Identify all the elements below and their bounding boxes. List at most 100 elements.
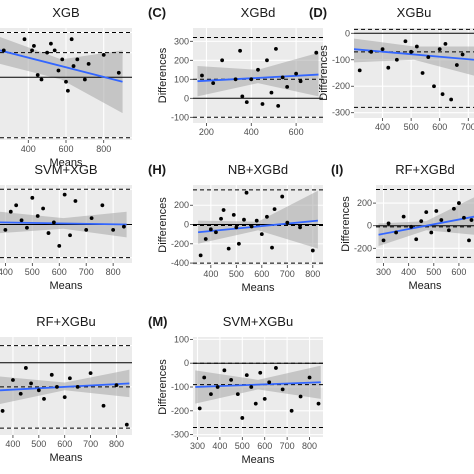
data-point — [249, 224, 254, 229]
data-point — [116, 70, 121, 75]
data-point — [270, 245, 274, 250]
panel-tag: (D) — [309, 5, 327, 20]
x-tick-label: 400 — [244, 127, 259, 137]
trend-line — [0, 49, 123, 83]
y-tick-label: -300 — [332, 108, 350, 118]
x-axis-label: Means — [408, 280, 442, 292]
y-tick-label: -100 — [171, 112, 189, 122]
data-point — [462, 215, 466, 220]
data-point — [386, 65, 391, 70]
x-tick-label: 600 — [432, 122, 447, 132]
data-point — [443, 41, 448, 46]
panel-3: 400 500 600 700 -300 -200 -100 0 XGBu (D) Differen… — [309, 5, 474, 132]
data-point — [265, 58, 269, 63]
data-point — [280, 387, 285, 392]
trend-line — [354, 48, 474, 61]
data-point — [219, 216, 223, 221]
confidence-band — [354, 38, 474, 76]
data-point — [203, 237, 208, 241]
panel-title: XGBd — [241, 5, 276, 20]
x-tick-label: 700 — [83, 439, 98, 449]
data-point — [386, 221, 391, 226]
data-point — [73, 199, 78, 203]
data-point — [65, 88, 70, 93]
data-point — [198, 253, 203, 258]
data-point — [233, 77, 238, 82]
data-point — [22, 37, 27, 42]
y-tick-label: -200 — [171, 239, 189, 249]
data-point — [254, 218, 259, 223]
data-point — [200, 73, 204, 78]
y-tick-label: 200 — [357, 198, 372, 208]
data-point — [401, 214, 406, 219]
y-tick-label: 200 — [174, 55, 189, 65]
data-point — [439, 218, 444, 222]
x-tick-label: 500 — [426, 267, 441, 277]
data-point — [244, 100, 249, 104]
trend-line — [0, 221, 127, 226]
x-tick-label: 400 — [375, 122, 390, 132]
data-point — [197, 406, 202, 411]
x-tick-label: 500 — [235, 441, 250, 451]
x-tick-label: 600 — [58, 144, 73, 154]
y-axis-label: Differences — [157, 359, 169, 415]
panel-2: 200 400 600 -100 0 100 200 300 XGBd (C) Difference… — [148, 5, 323, 137]
x-tick-label: 600 — [57, 439, 72, 449]
panel-6: 300 400 500 600 -200 0 200 RF+XGBd (I) Means Diffe… — [331, 162, 474, 292]
x-tick-label: 600 — [289, 127, 304, 137]
x-axis-label: Means — [49, 452, 83, 464]
x-tick-label: 800 — [96, 144, 111, 154]
plot-area — [376, 185, 474, 263]
data-point — [111, 227, 116, 232]
data-point — [403, 39, 408, 44]
data-point — [451, 206, 456, 211]
panel-tag: (H) — [148, 162, 166, 177]
y-axis-label: Differences — [340, 196, 352, 252]
y-tick-label: -200 — [332, 81, 350, 91]
data-point — [259, 232, 264, 237]
data-point — [244, 190, 249, 195]
x-tick-label: 700 — [280, 441, 295, 451]
data-point — [221, 208, 226, 212]
data-point — [454, 63, 459, 67]
x-axis-label: Means — [49, 280, 83, 292]
data-point — [68, 233, 72, 238]
panel-title: XGB — [52, 5, 79, 20]
panel-4: 400 500 600 700 800 SVM+XGB Means — [0, 162, 132, 292]
plot-area — [0, 337, 132, 435]
data-point — [64, 79, 68, 84]
x-axis-label: Means — [49, 157, 83, 169]
data-point — [29, 381, 33, 386]
data-point — [62, 192, 67, 197]
y-tick-label: 0 — [184, 93, 189, 103]
data-point — [55, 384, 59, 389]
data-point — [409, 224, 414, 229]
data-point — [289, 408, 294, 413]
data-point — [280, 194, 285, 199]
data-point — [220, 58, 225, 63]
panel-5: 400 500 600 700 800 -400 -200 0 200 NB+XGBd (H) Mea… — [148, 162, 323, 294]
data-point — [114, 383, 119, 388]
data-point — [36, 388, 41, 393]
trend-line — [197, 73, 319, 83]
x-tick-label: 400 — [212, 441, 227, 451]
data-point — [231, 212, 236, 217]
x-axis-label: Means — [241, 282, 275, 294]
panel-tag: (I) — [331, 162, 343, 177]
data-point — [35, 214, 40, 218]
data-point — [23, 366, 28, 370]
data-point — [82, 77, 87, 82]
data-point — [285, 85, 290, 89]
data-point — [30, 48, 34, 53]
trend-line — [198, 219, 318, 234]
data-point — [437, 47, 442, 52]
panel-title: SVM+XGBu — [223, 314, 293, 329]
plot-area — [193, 337, 323, 437]
data-point — [229, 377, 234, 382]
data-point — [420, 71, 425, 75]
data-point — [124, 422, 129, 427]
y-tick-label: -400 — [171, 258, 189, 268]
y-tick-label: 100 — [174, 334, 189, 344]
panel-title: RF+XGBu — [36, 314, 96, 329]
data-point — [469, 218, 474, 222]
